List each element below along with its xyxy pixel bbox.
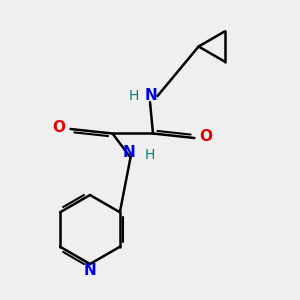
Text: O: O — [52, 120, 66, 135]
Text: N: N — [84, 263, 96, 278]
Text: H: H — [128, 89, 139, 103]
Text: O: O — [199, 129, 212, 144]
Text: N: N — [145, 88, 158, 104]
Text: N: N — [123, 145, 135, 160]
Text: H: H — [145, 148, 155, 162]
